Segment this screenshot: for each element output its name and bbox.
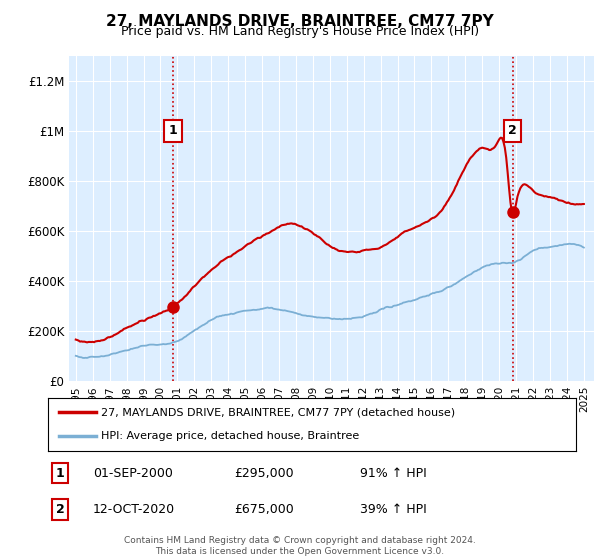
- Text: 39% ↑ HPI: 39% ↑ HPI: [360, 503, 427, 516]
- Text: 2: 2: [508, 124, 517, 137]
- Text: HPI: Average price, detached house, Braintree: HPI: Average price, detached house, Brai…: [101, 431, 359, 441]
- Text: 1: 1: [169, 124, 178, 137]
- Text: 27, MAYLANDS DRIVE, BRAINTREE, CM77 7PY: 27, MAYLANDS DRIVE, BRAINTREE, CM77 7PY: [106, 14, 494, 29]
- Text: 91% ↑ HPI: 91% ↑ HPI: [360, 466, 427, 480]
- Text: £675,000: £675,000: [234, 503, 294, 516]
- Text: 12-OCT-2020: 12-OCT-2020: [93, 503, 175, 516]
- Text: Price paid vs. HM Land Registry's House Price Index (HPI): Price paid vs. HM Land Registry's House …: [121, 25, 479, 38]
- Text: 27, MAYLANDS DRIVE, BRAINTREE, CM77 7PY (detached house): 27, MAYLANDS DRIVE, BRAINTREE, CM77 7PY …: [101, 408, 455, 418]
- Text: 2: 2: [56, 503, 64, 516]
- Text: £295,000: £295,000: [234, 466, 293, 480]
- Text: 01-SEP-2000: 01-SEP-2000: [93, 466, 173, 480]
- Text: Contains HM Land Registry data © Crown copyright and database right 2024.
This d: Contains HM Land Registry data © Crown c…: [124, 536, 476, 556]
- Text: 1: 1: [56, 466, 64, 480]
